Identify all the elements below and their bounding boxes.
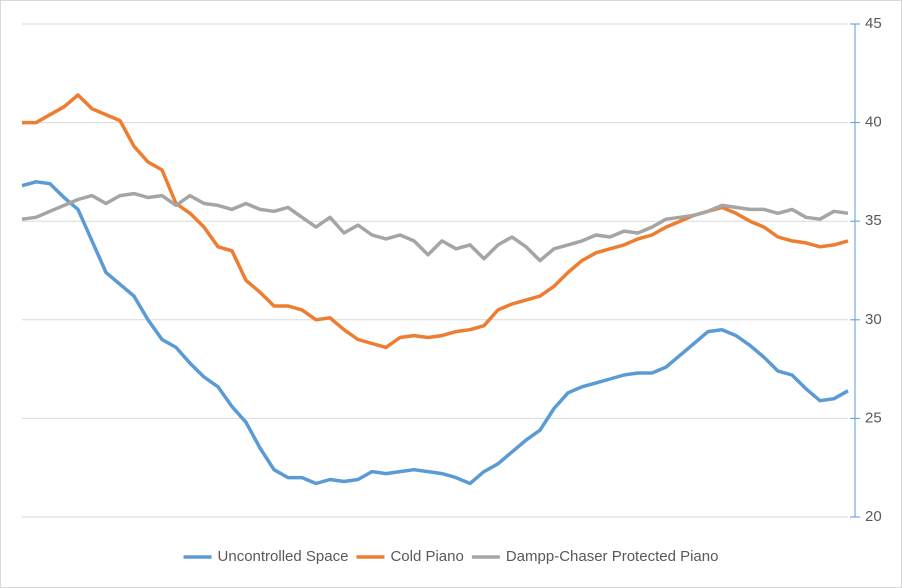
legend-label: Dampp-Chaser Protected Piano xyxy=(506,548,719,565)
legend-label: Uncontrolled Space xyxy=(218,548,349,565)
y-tick-label: 35 xyxy=(865,212,882,229)
y-tick-label: 45 xyxy=(865,15,882,32)
legend-label: Cold Piano xyxy=(390,548,463,565)
y-tick-label: 30 xyxy=(865,311,882,328)
series-line xyxy=(21,180,849,486)
y-tick-label: 40 xyxy=(865,114,882,131)
y-tick-label: 25 xyxy=(865,409,882,426)
series-line xyxy=(21,191,849,263)
y-tick-label: 20 xyxy=(865,508,882,525)
